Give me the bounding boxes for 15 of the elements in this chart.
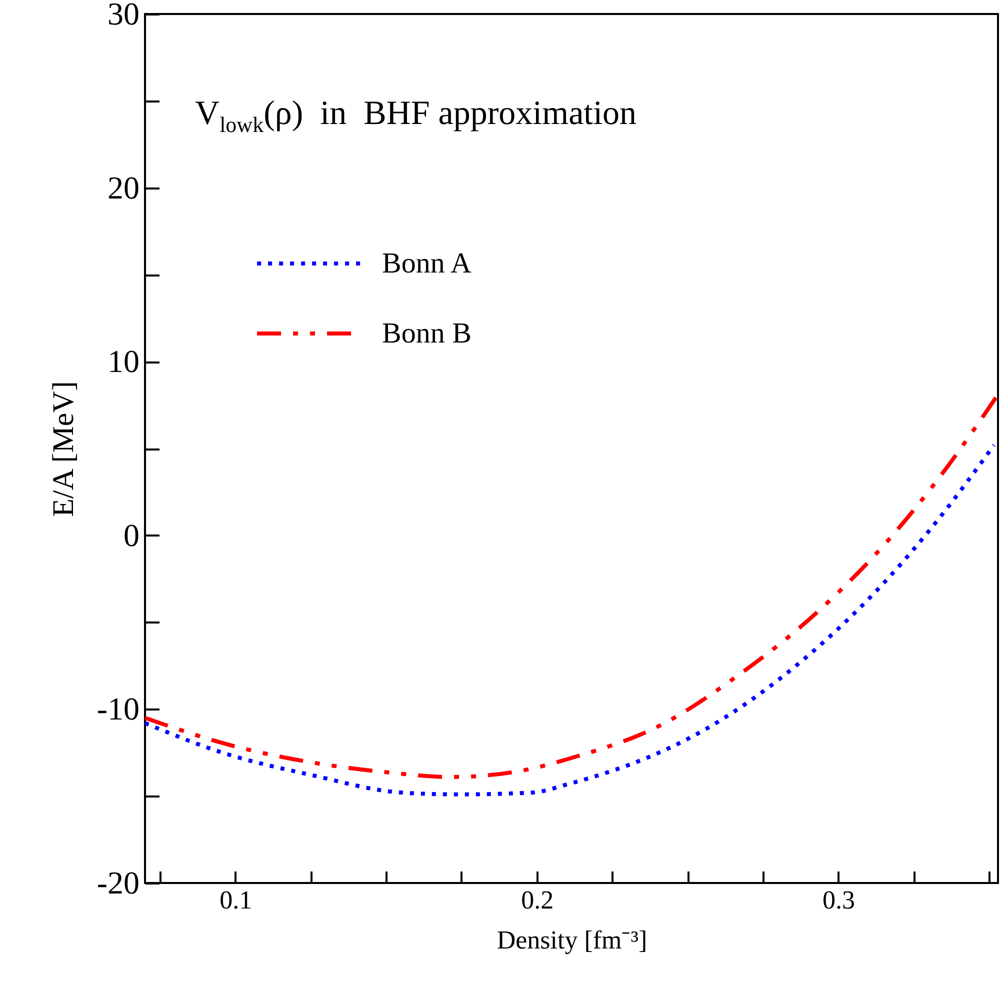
x-tick-label: 0.1 — [220, 886, 252, 914]
legend-label: Bonn B — [382, 318, 472, 350]
x-axis-title: Density [fm⁻³] — [496, 926, 648, 954]
y-tick-label: -10 — [96, 690, 140, 727]
y-tick-label: 10 — [108, 343, 140, 380]
y-tick-label: -20 — [96, 864, 140, 900]
x-tick-label: 0.2 — [521, 886, 554, 914]
y-axis-title: E/A [MeV] — [46, 381, 80, 517]
x-tick-label: 0.3 — [822, 886, 855, 914]
y-tick-label: 30 — [108, 0, 140, 32]
y-tick-label: 20 — [108, 169, 140, 206]
annotation: V$_{lowk}$(ρ) in BHF approximation — [195, 95, 637, 138]
line-series — [145, 443, 996, 796]
legend-label: Bonn A — [382, 248, 472, 280]
y-tick-label: 0 — [124, 516, 140, 553]
